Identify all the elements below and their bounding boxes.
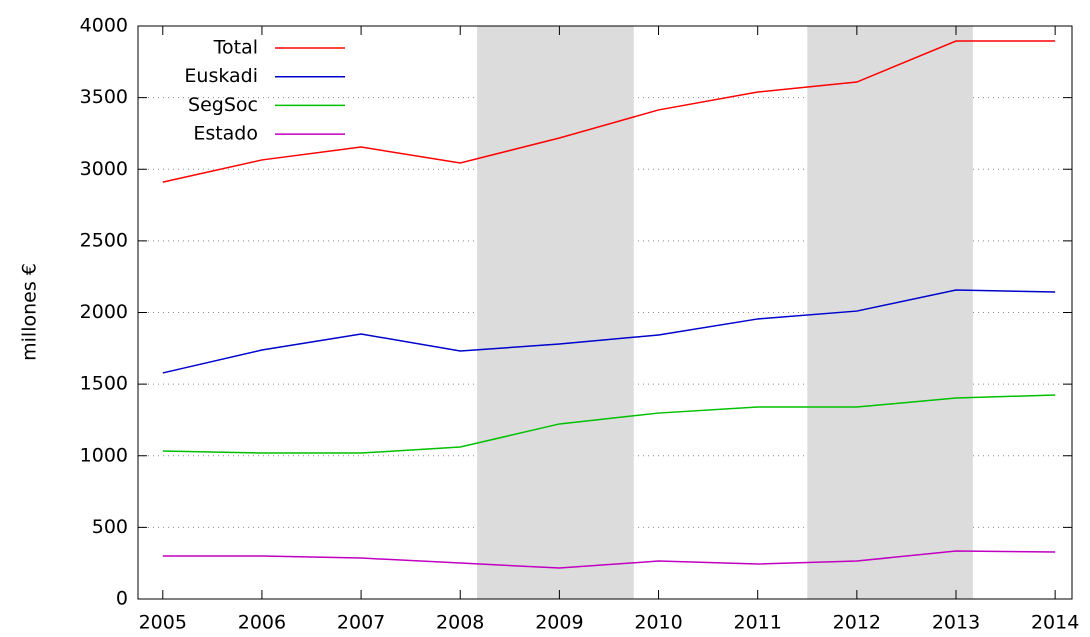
- y-axis-label: millones €: [19, 263, 41, 361]
- x-tick-label: 2006: [238, 612, 286, 634]
- legend-label: Total: [213, 37, 258, 59]
- legend-label: SegSoc: [188, 94, 258, 116]
- y-tick-label: 2500: [80, 229, 128, 251]
- y-tick-label: 500: [92, 516, 128, 538]
- x-tick-label: 2014: [1031, 612, 1079, 634]
- legend-label: Estado: [193, 123, 258, 145]
- plot-border: [137, 25, 1073, 600]
- y-tick-label: 3000: [80, 158, 128, 180]
- line-series: [162, 550, 1056, 569]
- x-tick-label: 2012: [833, 612, 881, 634]
- y-tick-label: 4000: [80, 15, 128, 37]
- x-tick-label: 2005: [139, 612, 187, 634]
- shaded-region: [477, 26, 634, 599]
- legend-label: Euskadi: [184, 65, 258, 87]
- x-tick-label: 2010: [634, 612, 682, 634]
- line-series: [162, 394, 1056, 454]
- line-series: [162, 289, 1056, 374]
- y-tick-label: 0: [116, 588, 128, 610]
- line-series: [162, 40, 1056, 183]
- x-tick-label: 2008: [436, 612, 484, 634]
- y-tick-label: 1000: [80, 444, 128, 466]
- y-tick-label: 1500: [80, 373, 128, 395]
- x-tick-label: 2011: [734, 612, 782, 634]
- x-tick-label: 2009: [535, 612, 583, 634]
- y-tick-label: 3500: [80, 86, 128, 108]
- y-tick-label: 2000: [80, 301, 128, 323]
- x-tick-label: 2013: [932, 612, 980, 634]
- x-tick-label: 2007: [337, 612, 385, 634]
